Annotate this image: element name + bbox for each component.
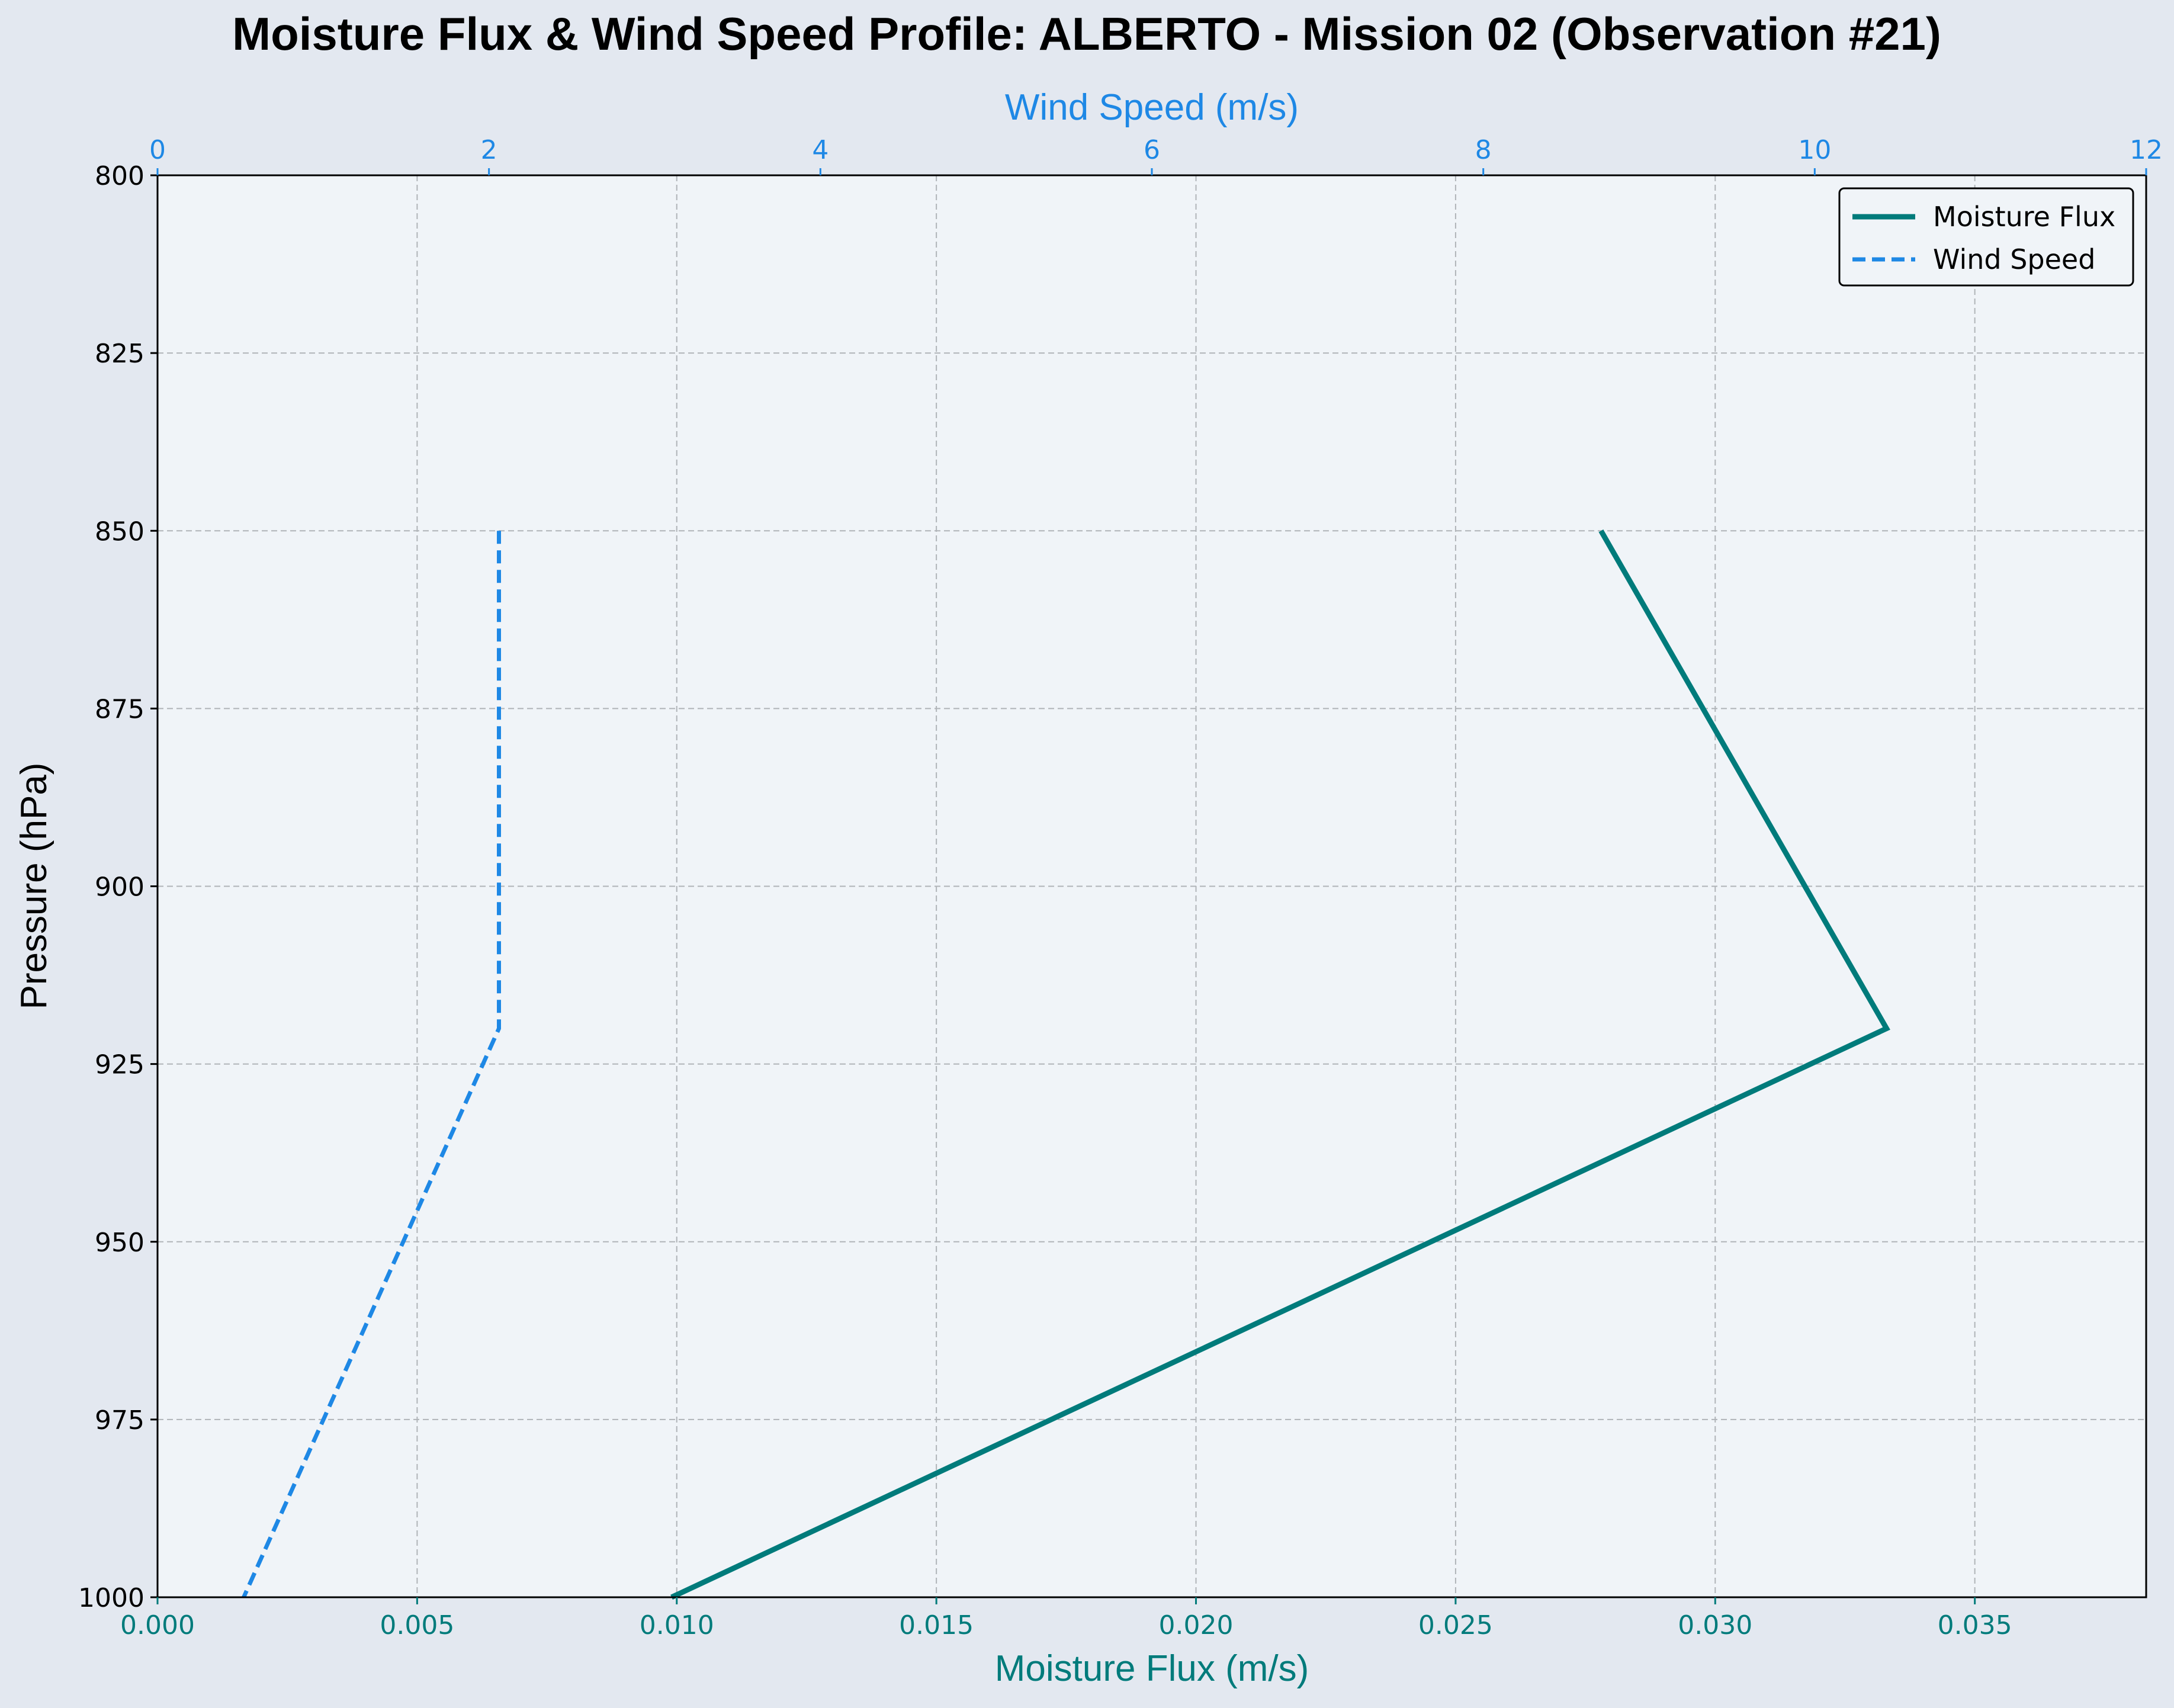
y-tick-label: 800	[95, 161, 144, 191]
x-bottom-tick-label: 0.005	[380, 1610, 454, 1640]
x-bottom-tick-label: 0.030	[1678, 1610, 1752, 1640]
y-tick-label: 850	[95, 516, 144, 547]
y-tick-label: 925	[95, 1050, 144, 1080]
legend-label: Moisture Flux	[1933, 201, 2115, 233]
y-tick-label: 875	[95, 694, 144, 724]
x-bottom-tick-label: 0.035	[1938, 1610, 2012, 1640]
x-top-tick-label: 10	[1798, 135, 1831, 165]
series-line-wind-speed	[242, 531, 501, 1598]
y-tick-label: 950	[95, 1228, 144, 1258]
x-top-tick-label: 12	[2130, 135, 2163, 165]
chart-title: Moisture Flux & Wind Speed Profile: ALBE…	[232, 8, 1941, 60]
x-bottom-tick-label: 0.000	[120, 1610, 195, 1640]
x-top-tick-label: 6	[1144, 135, 1160, 165]
y-tick-label: 825	[95, 339, 144, 369]
legend: Moisture Flux Wind Speed	[1838, 187, 2134, 287]
x-bottom-axis-label: Moisture Flux (m/s)	[995, 1648, 1309, 1689]
x-bottom-tick-label: 0.015	[899, 1610, 974, 1640]
x-bottom-tick-label: 0.010	[640, 1610, 714, 1640]
y-tick-label: 1000	[78, 1583, 144, 1613]
x-bottom-tick-label: 0.020	[1159, 1610, 1234, 1640]
plot-area	[158, 175, 2146, 1597]
series-layer	[242, 529, 1890, 1600]
x-top-tick-label: 4	[812, 135, 829, 165]
x-top-tick-label: 8	[1475, 135, 1492, 165]
y-tick-label: 975	[95, 1405, 144, 1436]
x-bottom-tick-label: 0.025	[1418, 1610, 1493, 1640]
x-top-tick-label: 2	[481, 135, 497, 165]
y-axis-label: Pressure (hPa)	[14, 763, 54, 1010]
grid	[158, 175, 2146, 1597]
x-top-axis-label: Wind Speed (m/s)	[1005, 87, 1299, 128]
y-tick-label: 900	[95, 872, 144, 903]
x-top-tick-label: 0	[149, 135, 166, 165]
series-line-moisture-flux	[670, 529, 1890, 1600]
legend-label: Wind Speed	[1933, 243, 2095, 275]
